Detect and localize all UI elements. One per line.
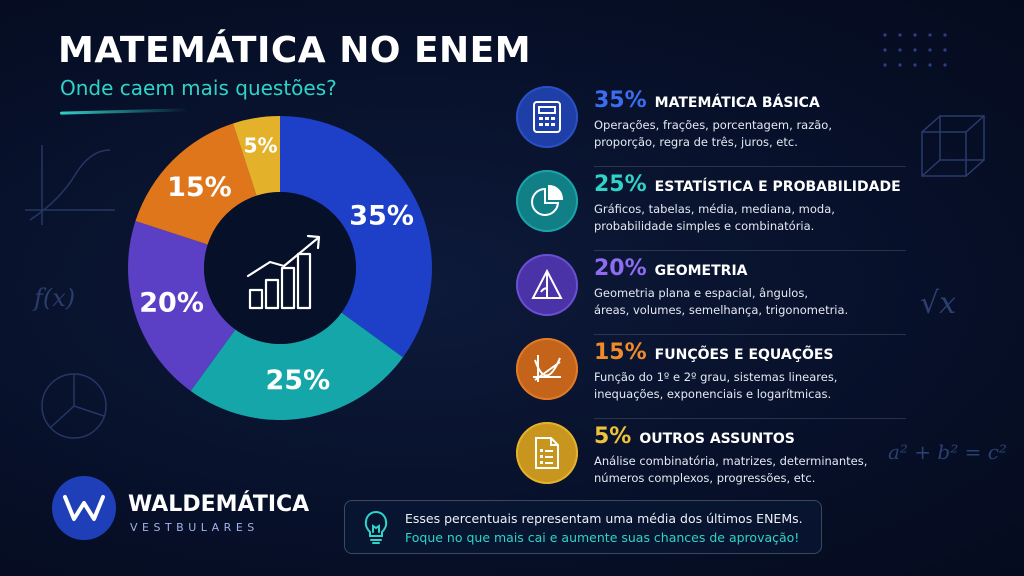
category-item: 20% GEOMETRIA Geometria plana e espacial…	[516, 250, 906, 336]
donut-slice-label: 5%	[244, 134, 278, 158]
category-item: 35% MATEMÁTICA BÁSICA Operações, frações…	[516, 84, 906, 168]
document-list-icon	[516, 422, 578, 484]
formula-fx: f(x)	[34, 284, 76, 312]
category-item: 25% ESTATÍSTICA E PROBABILIDADE Gráficos…	[516, 166, 906, 252]
info-note: Esses percentuais representam uma média …	[344, 500, 822, 554]
calculator-icon	[516, 86, 578, 148]
category-item: 15% FUNÇÕES E EQUAÇÕES Função do 1º e 2º…	[516, 334, 906, 420]
donut-slice	[233, 116, 280, 196]
formula-sqrt: √x	[920, 286, 957, 321]
donut-chart: 35% 25% 20% 15% 5%	[127, 116, 432, 420]
category-desc-line: Análise combinatória, matrizes, determin…	[594, 454, 868, 468]
category-percent: 20%	[594, 256, 647, 281]
category-percent: 5%	[594, 424, 632, 449]
category-desc-line: Operações, frações, porcentagem, razão,	[594, 118, 832, 132]
category-title: FUNÇÕES E EQUAÇÕES	[654, 347, 834, 363]
page-title: MATEMÁTICA NO ENEM	[58, 30, 532, 71]
note-line-1: Esses percentuais representam uma média …	[405, 511, 803, 526]
brand-name: WALDEMÁTICA	[128, 492, 310, 517]
donut-slice	[127, 221, 236, 391]
page-subtitle: Onde caem mais questões?	[60, 76, 337, 100]
category-title: OUTROS ASSUNTOS	[639, 431, 795, 447]
category-desc-line: proporção, regra de três, juros, etc.	[594, 135, 798, 149]
category-desc-line: números complexos, progressões, etc.	[594, 471, 816, 485]
category-desc-line: áreas, volumes, semelhança, trigonometri…	[594, 303, 849, 317]
category-desc-line: probabilidade simples e combinatória.	[594, 219, 815, 233]
category-title: ESTATÍSTICA E PROBABILIDADE	[654, 179, 901, 195]
category-desc-line: Geometria plana e espacial, ângulos,	[594, 286, 808, 300]
category-percent: 15%	[594, 340, 647, 365]
brand-tagline: VESTBULARES	[130, 521, 259, 534]
note-line-2: Foque no que mais cai e aumente suas cha…	[405, 530, 800, 545]
category-title: GEOMETRIA	[654, 263, 748, 279]
category-percent: 35%	[594, 88, 647, 113]
category-item: 5% OUTROS ASSUNTOS Análise combinatória,…	[516, 418, 906, 504]
donut-slice-label: 20%	[139, 288, 204, 319]
donut-slice-label: 35%	[349, 201, 414, 232]
axes-doodle-icon	[25, 145, 115, 225]
donut-slice-label: 25%	[266, 365, 331, 396]
pie-doodle-icon	[41, 373, 107, 439]
function-graph-icon	[516, 338, 578, 400]
triangle-ruler-icon	[516, 254, 578, 316]
category-title: MATEMÁTICA BÁSICA	[654, 95, 820, 111]
category-list: 35% MATEMÁTICA BÁSICA Operações, frações…	[516, 84, 906, 504]
donut-slice	[135, 123, 257, 245]
donut-hole	[204, 192, 356, 344]
dot-grid-icon	[883, 33, 947, 67]
donut-slice	[190, 312, 403, 420]
pie-chart-icon	[516, 170, 578, 232]
cube-doodle-icon	[921, 115, 985, 177]
wm-logo-icon	[52, 476, 116, 540]
category-desc-line: Gráficos, tabelas, média, mediana, moda,	[594, 202, 835, 216]
donut-slice	[280, 116, 432, 358]
lightbulb-icon	[364, 511, 388, 544]
category-desc-line: inequações, exponenciais e logarítmicas.	[594, 387, 832, 401]
donut-slice-label: 15%	[167, 172, 232, 203]
category-percent: 25%	[594, 172, 647, 197]
category-desc-line: Função do 1º e 2º grau, sistemas lineare…	[594, 370, 838, 384]
growth-chart-icon	[246, 234, 321, 310]
formula-pythagoras: a² + b² = c²	[888, 440, 1007, 464]
